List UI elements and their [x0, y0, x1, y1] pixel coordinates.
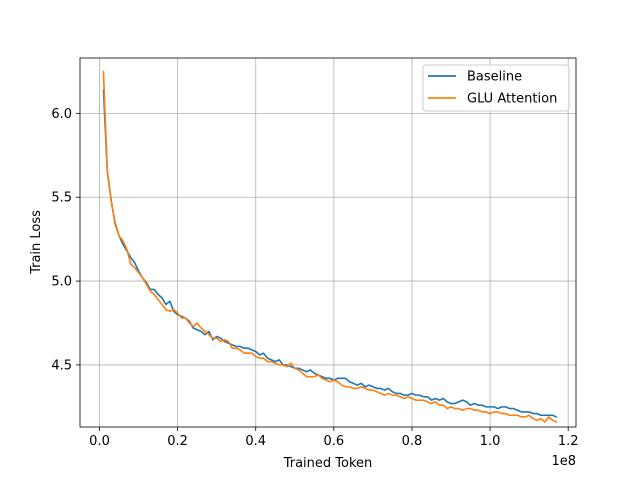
y-tick-label: 5.0 [51, 275, 72, 290]
y-tick-label: 6.0 [51, 107, 72, 122]
grid-lines [80, 58, 576, 427]
axes-frame [79, 57, 577, 428]
x-tick-label: 1.0 [480, 434, 501, 449]
x-axis: 0.0 0.2 0.4 0.6 0.8 1.0 1.2 [89, 427, 579, 449]
y-axis: 4.5 5.0 5.5 6.0 [51, 107, 80, 373]
legend-label-glu-attention: GLU Attention [467, 92, 557, 107]
series-layer [102, 70, 558, 423]
legend-box [422, 64, 570, 112]
legend: Baseline GLU Attention [422, 64, 570, 112]
x-axis-label: Trained Token [283, 456, 373, 471]
x-tick-label: 0.6 [324, 434, 345, 449]
y-tick-label: 4.5 [51, 358, 72, 373]
x-tick-label: 0.2 [167, 434, 188, 449]
y-axis-label: Train Loss [29, 210, 44, 275]
y-tick-label: 5.5 [51, 191, 72, 206]
x-tick-label: 0.8 [402, 434, 423, 449]
x-tick-label: 0.4 [245, 434, 266, 449]
plot-area [80, 58, 576, 427]
legend-label-baseline: Baseline [467, 70, 522, 85]
series-line-glu-attention [102, 70, 558, 423]
x-tick-label: 1.2 [558, 434, 579, 449]
x-axis-offset-label: 1e8 [551, 454, 576, 469]
x-tick-label: 0.0 [89, 434, 110, 449]
